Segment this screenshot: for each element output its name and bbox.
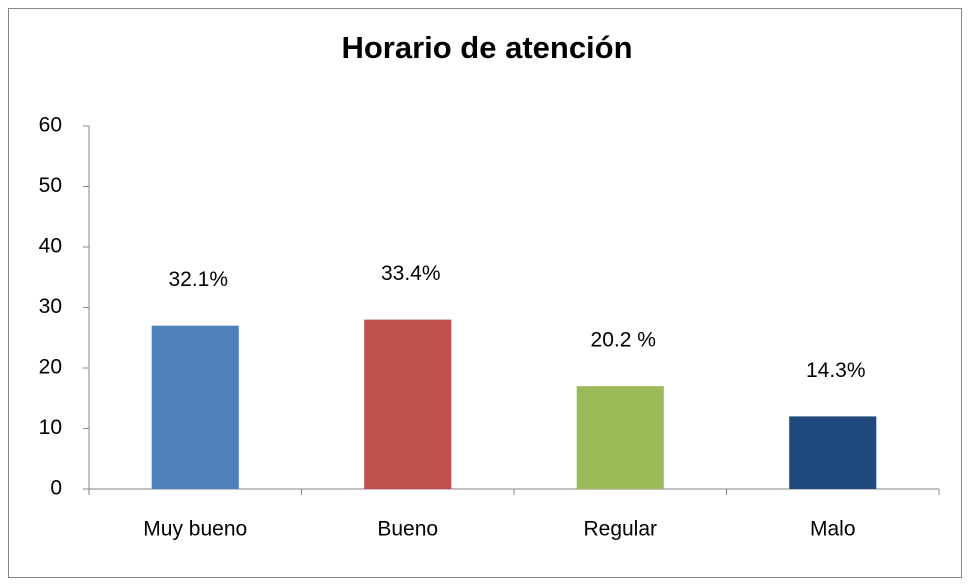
- y-tick-label: 20: [39, 356, 62, 379]
- y-tick-label: 30: [39, 295, 62, 318]
- x-tick-label: Regular: [583, 518, 657, 541]
- chart-frame: [8, 8, 962, 578]
- annotation: 32.1%: [168, 268, 228, 291]
- annotation: 20.2 %: [591, 329, 656, 352]
- y-tick-label: 10: [39, 416, 62, 439]
- x-tick-label: Bueno: [377, 518, 438, 541]
- bar: [789, 416, 877, 489]
- annotation: 33.4%: [381, 262, 441, 285]
- bar: [151, 325, 239, 489]
- y-tick-label: 0: [50, 477, 62, 500]
- x-tick-label: Muy bueno: [143, 518, 247, 541]
- y-tick-label: 50: [39, 174, 62, 197]
- bar: [576, 386, 664, 489]
- bar: [364, 319, 452, 489]
- y-tick-label: 60: [39, 114, 62, 137]
- y-tick-label: 40: [39, 235, 62, 258]
- annotation: 14.3%: [806, 359, 866, 382]
- chart-title: Horario de atención: [341, 30, 632, 65]
- x-tick-label: Malo: [810, 518, 856, 541]
